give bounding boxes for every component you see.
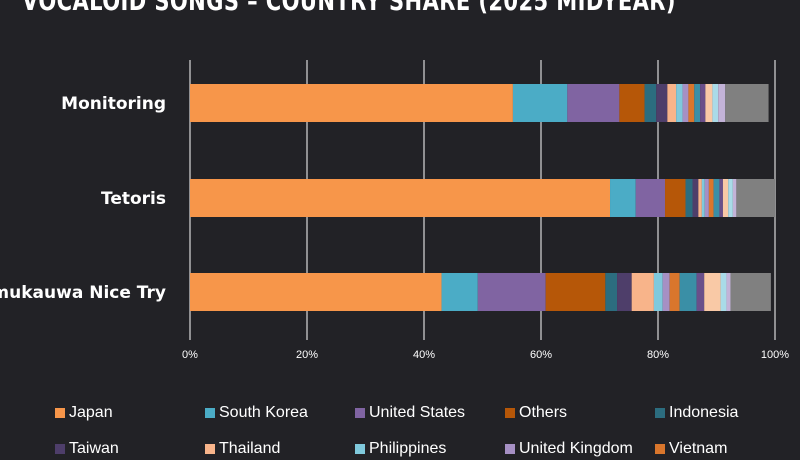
bar-segment [190,84,513,122]
bar-segment [705,84,713,122]
bar-segment [635,179,666,217]
bar-segment [701,179,705,217]
legend-item: United States [355,404,465,422]
bar-segment [682,84,689,122]
bar-segment [688,84,695,122]
bar-segment [190,273,442,311]
bar-segment [719,179,723,217]
legend-label: Philippines [369,440,447,457]
legend-swatch [505,444,515,454]
legend-swatch [655,444,665,454]
x-tick-label: 80% [647,349,669,361]
legend-item: South Korea [205,404,308,422]
legend-label: Others [519,404,568,421]
legend-swatch [505,408,515,418]
bar-segment [617,273,632,311]
legend-item: Thailand [205,440,280,458]
legend-swatch [55,444,65,454]
bar-segment [728,179,733,217]
legend-label: United States [369,404,466,421]
bar-segment [708,179,714,217]
bar-segment [545,273,606,311]
legend-label: Vietnam [669,440,728,457]
bar-segment [662,273,670,311]
legend-item: Vietnam [655,440,727,458]
legend-label: South Korea [219,404,308,421]
legend-swatch [655,408,665,418]
bar-segment [736,179,775,217]
legend-label: Thailand [219,440,281,457]
legend-item: Japan [55,404,113,422]
legend-swatch [355,444,365,454]
legend-item: United Kingdom [505,440,633,458]
bar-segment [725,84,769,122]
bar-segment [700,84,706,122]
x-tick-label: 0% [182,349,198,361]
bar-segment [730,273,771,311]
bar-segment [712,84,719,122]
legend-item: Taiwan [55,440,119,458]
category-label: Monitoring [61,94,166,114]
legend-label: United Kingdom [519,440,633,457]
bar-segment [722,179,729,217]
bar-segment [679,273,697,311]
bar-segment [696,273,705,311]
bar-segment [190,179,611,217]
bar-segment [669,273,680,311]
bar-segment [610,179,636,217]
bar-segment [720,273,727,311]
x-tick-label: 40% [413,349,435,361]
bar-segment [665,179,686,217]
bar-segment [704,179,709,217]
bar-segment [567,84,620,122]
legend-label: Japan [69,404,113,421]
legend-item: Indonesia [655,404,738,422]
bar-segment [477,273,546,311]
bar-segment [619,84,645,122]
bar-segment [631,273,654,311]
legend-swatch [205,408,215,418]
bar-segment [704,273,721,311]
bar-segment [676,84,683,122]
bar-segment [441,273,478,311]
x-tick-label: 20% [296,349,318,361]
bar-segment [698,179,702,217]
category-label: Tetoris [101,189,166,209]
x-tick-label: 60% [530,349,552,361]
bar-segment [685,179,693,217]
legend-label: Indonesia [669,404,739,421]
category-label: Mimukauwa Nice Try [0,283,166,303]
legend-item: Others [505,404,567,422]
chart-title: VOCALOID SONGS – COUNTRY SHARE (2025 MID… [22,0,676,17]
bar-segment [726,273,731,311]
x-tick-label: 100% [761,349,789,361]
bar-segment [656,84,668,122]
chart-legend: Japan South Korea United States Others Indon… [0,400,800,460]
bar-segment [667,84,677,122]
bar-segment [605,273,618,311]
chart-plot: 0% 20% 40% 60% 80% 100% Monitoring Tetoris Mimuk… [0,60,789,361]
legend-label: Taiwan [69,440,119,457]
legend-swatch [205,444,215,454]
bar-segment [718,84,726,122]
bar-segment [694,84,701,122]
legend-swatch [355,408,365,418]
bar-segment [644,84,657,122]
bar-segment [512,84,568,122]
bar-segment [692,179,699,217]
bar-segment [713,179,720,217]
legend-item: Philippines [355,440,446,458]
legend-swatch [55,408,65,418]
bar-segment [653,273,663,311]
bar-segment [732,179,737,217]
